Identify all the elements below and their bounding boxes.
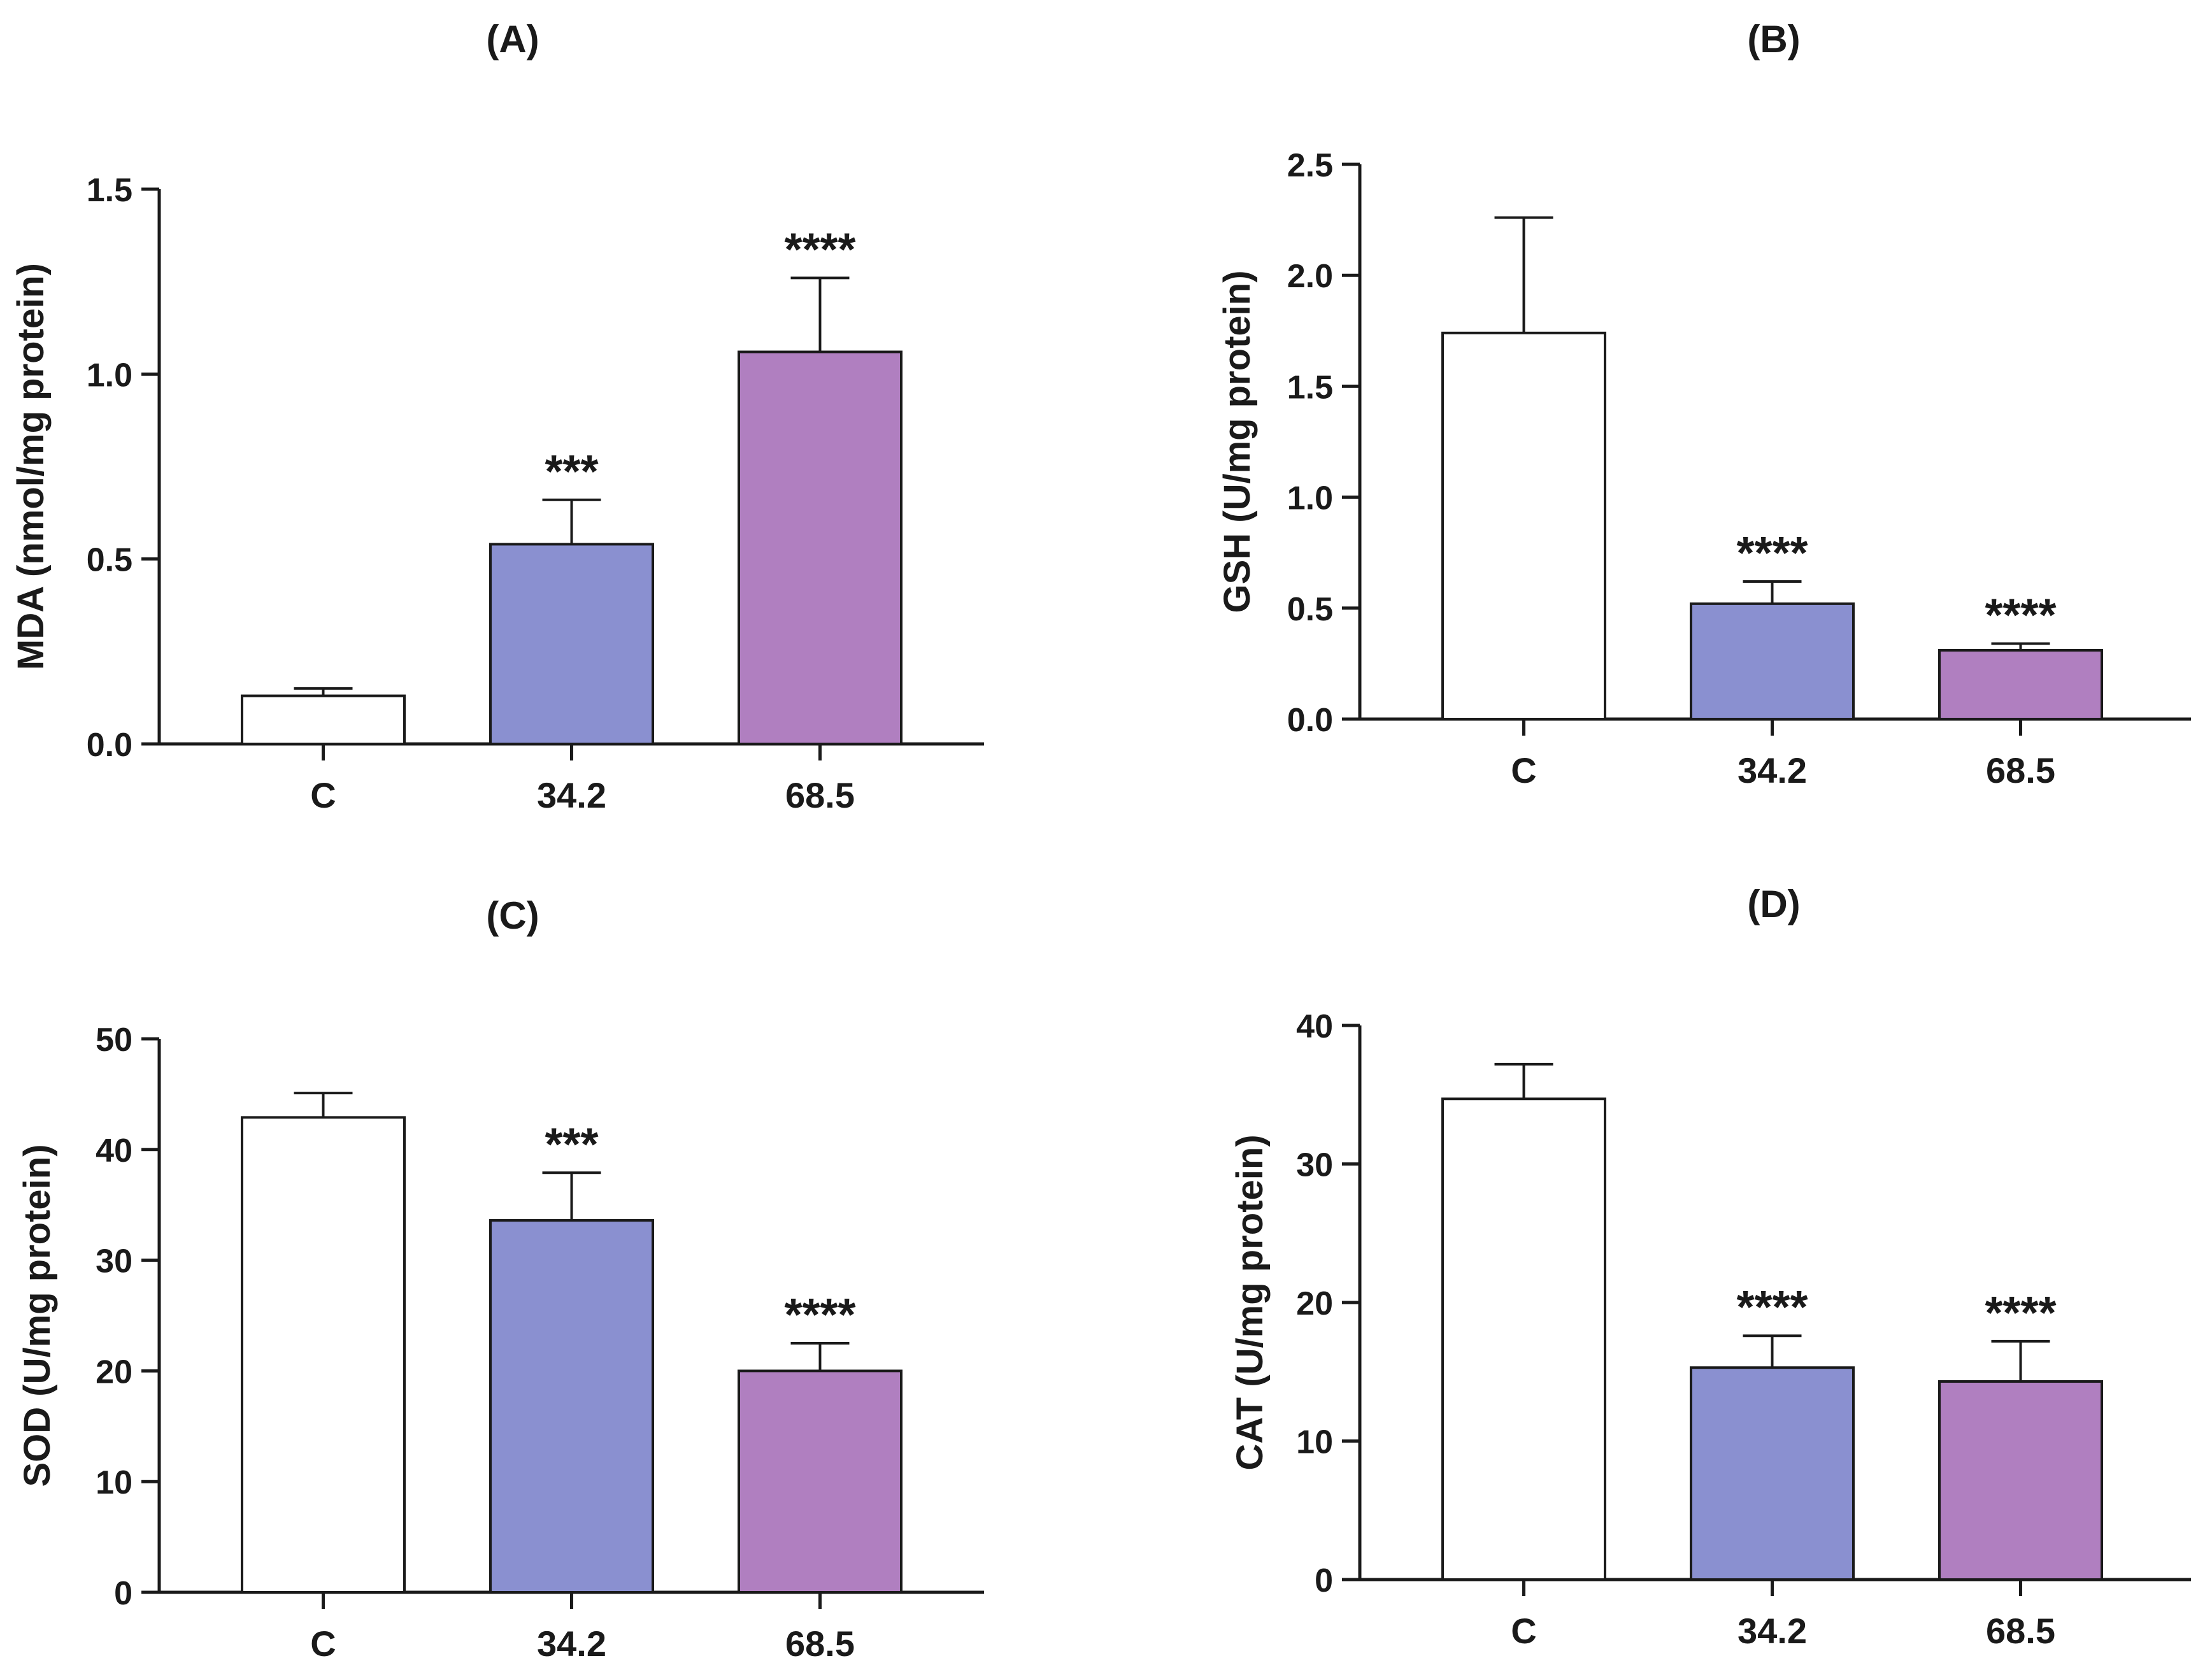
x-tick-label: C: [310, 775, 336, 815]
y-axis-label: SOD (U/mg protein): [17, 1144, 58, 1487]
bar: [489, 543, 654, 745]
bar: [1690, 602, 1855, 720]
y-tick-label: 1.5: [1287, 369, 1333, 406]
bar: [489, 1219, 654, 1594]
y-tick-label: 0.0: [1287, 702, 1333, 739]
y-tick-label: 0: [1315, 1562, 1333, 1599]
x-tick-label: 34.2: [1737, 1611, 1807, 1651]
y-tick-label: 0.5: [87, 542, 132, 579]
y-axis-label: CAT (U/mg protein): [1229, 1134, 1271, 1470]
chart-title: (B): [1747, 18, 1800, 61]
y-tick-label: 0: [114, 1575, 132, 1612]
x-tick-label: C: [310, 1624, 336, 1663]
bar: [1441, 331, 1606, 720]
bar: [1441, 1097, 1606, 1581]
chart-title: (C): [486, 894, 539, 937]
x-tick-label: 34.2: [537, 775, 606, 815]
y-tick-label: 30: [1296, 1147, 1333, 1184]
significance-label: ****: [784, 224, 855, 275]
chart-panel: (A) MDA (nmol/mg protein) 0.0 0.5 1.0 1.5 C 34.…: [10, 18, 984, 815]
y-tick-label: 40: [96, 1132, 132, 1169]
y-tick-label: 30: [96, 1243, 132, 1280]
y-tick-label: 20: [96, 1353, 132, 1390]
chart-panel: (C) SOD (U/mg protein) 0 10 20 30 40 50 C 34.2 ***…: [17, 894, 984, 1663]
y-axis-label: GSH (U/mg protein): [1217, 270, 1258, 613]
bar: [1938, 648, 2103, 720]
significance-label: ****: [1985, 1288, 2056, 1339]
y-tick-label: 2.0: [1287, 258, 1333, 295]
bar: [1690, 1366, 1855, 1581]
y-tick-label: 50: [96, 1022, 132, 1059]
x-tick-label: 34.2: [537, 1624, 606, 1663]
x-tick-label: 68.5: [1986, 1611, 2055, 1651]
significance-label: ****: [1736, 1282, 1808, 1333]
x-tick-label: 68.5: [785, 775, 855, 815]
bar: [241, 694, 406, 745]
significance-label: ****: [1736, 528, 1808, 579]
chart-panel: (B) GSH (U/mg protein) 0.0 0.5 1.0 1.5 2.0 2.5 C…: [1217, 18, 2191, 790]
y-tick-label: 1.0: [1287, 480, 1333, 517]
bar: [738, 1369, 903, 1594]
bar: [1938, 1380, 2103, 1581]
chart-title: (D): [1747, 883, 1800, 925]
y-tick-label: 1.5: [87, 172, 132, 209]
y-tick-label: 10: [1296, 1424, 1333, 1461]
y-tick-label: 40: [1296, 1008, 1333, 1045]
significance-label: ****: [1985, 590, 2056, 641]
y-tick-label: 2.5: [1287, 147, 1333, 184]
y-tick-label: 20: [1296, 1285, 1333, 1322]
y-tick-label: 10: [96, 1464, 132, 1501]
bar: [738, 350, 903, 745]
y-tick-label: 0.5: [1287, 591, 1333, 628]
chart-panel: (D) CAT (U/mg protein) 0 10 20 30 40 C 34.2 **** 6…: [1229, 883, 2191, 1651]
y-tick-label: 0.0: [87, 727, 132, 764]
x-tick-label: C: [1511, 750, 1536, 790]
x-tick-label: C: [1511, 1611, 1536, 1651]
y-axis-label: MDA (nmol/mg protein): [10, 263, 52, 670]
x-tick-label: 34.2: [1737, 750, 1807, 790]
significance-label: ***: [545, 1119, 598, 1170]
y-tick-label: 1.0: [87, 357, 132, 394]
significance-label: ****: [784, 1290, 855, 1341]
x-tick-label: 68.5: [785, 1624, 855, 1663]
bar: [241, 1116, 406, 1594]
significance-label: ***: [545, 446, 598, 497]
chart-title: (A): [486, 18, 539, 61]
x-tick-label: 68.5: [1986, 750, 2055, 790]
